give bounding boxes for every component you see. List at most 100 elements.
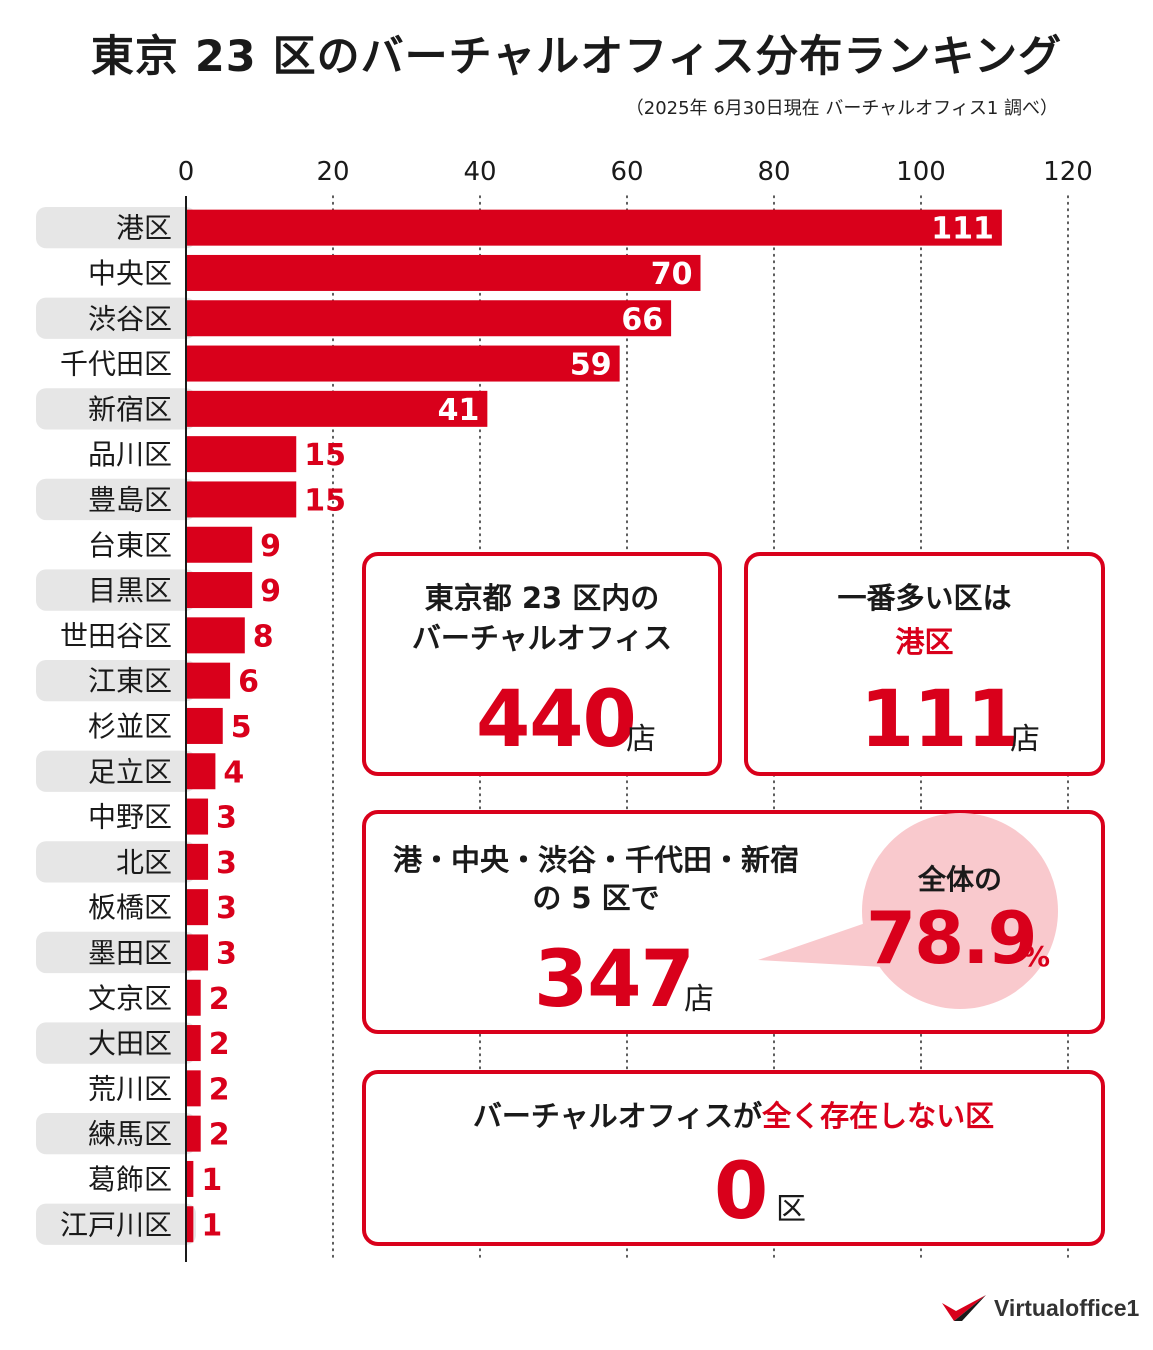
category-label: 杉並区 (88, 710, 172, 743)
category-label: 大田区 (88, 1027, 172, 1060)
bar (186, 526, 253, 563)
category-label: 品川区 (88, 438, 172, 471)
x-tick-label: 80 (757, 157, 790, 187)
bar (186, 889, 209, 926)
bar (186, 481, 297, 518)
top5-card-unit: 店 (684, 982, 714, 1017)
share-bubble-value: 78.9 (866, 896, 1038, 980)
page-title: 東京 23 区のバーチャルオフィス分布ランキング (90, 32, 1063, 82)
no-office-card-unit: 区 (776, 1192, 806, 1227)
bar-value-label: 59 (570, 348, 612, 383)
total-card-unit: 店 (626, 722, 656, 757)
category-label: 中央区 (88, 257, 172, 290)
x-tick-label: 20 (316, 157, 349, 187)
top5-card-value: 347 (534, 935, 695, 1025)
bar-value-label: 5 (231, 710, 252, 745)
top-ward-card-name: 港区 (895, 625, 954, 659)
bar (186, 390, 488, 427)
category-label: 板橋区 (88, 891, 172, 924)
bar (186, 300, 672, 337)
bar-value-label: 4 (223, 755, 244, 790)
bar-value-label: 6 (238, 665, 259, 700)
bar (186, 436, 297, 473)
bar-value-label: 15 (304, 483, 346, 518)
category-label-bg (36, 297, 196, 339)
x-tick-label: 0 (178, 157, 195, 187)
category-label-bg (36, 841, 196, 883)
share-bubble (862, 813, 1058, 1009)
category-label: 葛飾区 (88, 1163, 172, 1196)
top5-card-line2: の 5 区で (532, 881, 660, 915)
bar (186, 753, 216, 790)
top-ward-card-value: 111 (860, 675, 1021, 765)
category-label: 江戸川区 (60, 1208, 172, 1241)
category-label: 豊島区 (88, 483, 172, 516)
total-card: 東京都 23 区内の バーチャルオフィス 440 店 (362, 552, 722, 776)
bar (186, 572, 253, 609)
share-bubble-label: 全体の (917, 863, 1002, 896)
category-label-bg (36, 388, 196, 430)
category-label: 文京区 (88, 982, 172, 1015)
bar (186, 707, 223, 744)
bar-value-label: 1 (201, 1208, 222, 1243)
category-label-bg (36, 1022, 196, 1064)
category-label: 荒川区 (88, 1072, 172, 1105)
category-label: 江東区 (88, 665, 172, 698)
top5-card-line1: 港・中央・渋谷・千代田・新宿 (392, 843, 799, 877)
brand-logo-text: Virtualoffice1 (994, 1294, 1140, 1321)
top-ward-card-line1: 一番多い区は (837, 581, 1012, 615)
category-label: 新宿区 (88, 393, 172, 426)
brand-logo: Virtualoffice1 (940, 1293, 1139, 1323)
total-card-line1: 東京都 23 区内の (424, 581, 660, 615)
category-label: 足立区 (88, 755, 172, 788)
bar-value-label: 15 (304, 438, 346, 473)
bar (186, 1025, 201, 1062)
total-card-line2: バーチャルオフィス (411, 621, 673, 655)
bar-value-label: 8 (253, 619, 274, 654)
no-office-card-label: バーチャルオフィスが全く存在しない区 (366, 1096, 1101, 1136)
bar-value-label: 3 (216, 801, 237, 836)
v-check-logo-icon (942, 1295, 986, 1321)
bar-value-label: 2 (209, 982, 230, 1017)
category-label: 千代田区 (60, 348, 172, 381)
category-label-bg (36, 1203, 196, 1245)
bar (186, 934, 209, 971)
bar (186, 617, 245, 654)
bar (186, 662, 231, 699)
no-office-card-value: 0 (714, 1147, 768, 1237)
category-label: 世田谷区 (60, 619, 172, 652)
bar (186, 254, 701, 291)
x-tick-label: 120 (1043, 157, 1093, 187)
no-office-card-label-highlight: 全く存在しない区 (762, 1099, 995, 1133)
bar (186, 979, 201, 1016)
category-label-bg (36, 207, 196, 249)
page-subtitle: （2025年 6月30日現在 バーチャルオフィス1 調べ） (625, 98, 1058, 119)
share-bubble-unit: % (1022, 940, 1051, 973)
bar-value-label: 41 (438, 393, 480, 428)
bar (186, 345, 620, 382)
bar-value-label: 2 (209, 1027, 230, 1062)
category-label: 渋谷区 (88, 302, 172, 335)
x-tick-label: 60 (610, 157, 643, 187)
category-label-bg (36, 1113, 196, 1155)
category-label: 台東区 (88, 529, 172, 562)
category-label: 港区 (116, 212, 172, 245)
bar (186, 843, 209, 880)
category-label-bg (36, 569, 196, 611)
category-label: 中野区 (88, 801, 172, 834)
no-office-card-label-prefix: バーチャルオフィスが (472, 1099, 763, 1133)
bar-value-label: 1 (201, 1163, 222, 1198)
category-label: 練馬区 (88, 1118, 172, 1151)
bar (186, 798, 209, 835)
bar-value-label: 9 (260, 529, 281, 564)
no-office-card: バーチャルオフィスが全く存在しない区 0 区 (362, 1070, 1105, 1246)
bar-value-label: 111 (931, 212, 994, 247)
bar (186, 1160, 194, 1197)
bar-value-label: 2 (209, 1072, 230, 1107)
bar-value-label: 3 (216, 846, 237, 881)
bar-value-label: 2 (209, 1118, 230, 1153)
category-label-bg (36, 660, 196, 702)
total-card-value: 440 (476, 675, 637, 765)
category-label: 北区 (116, 846, 172, 879)
